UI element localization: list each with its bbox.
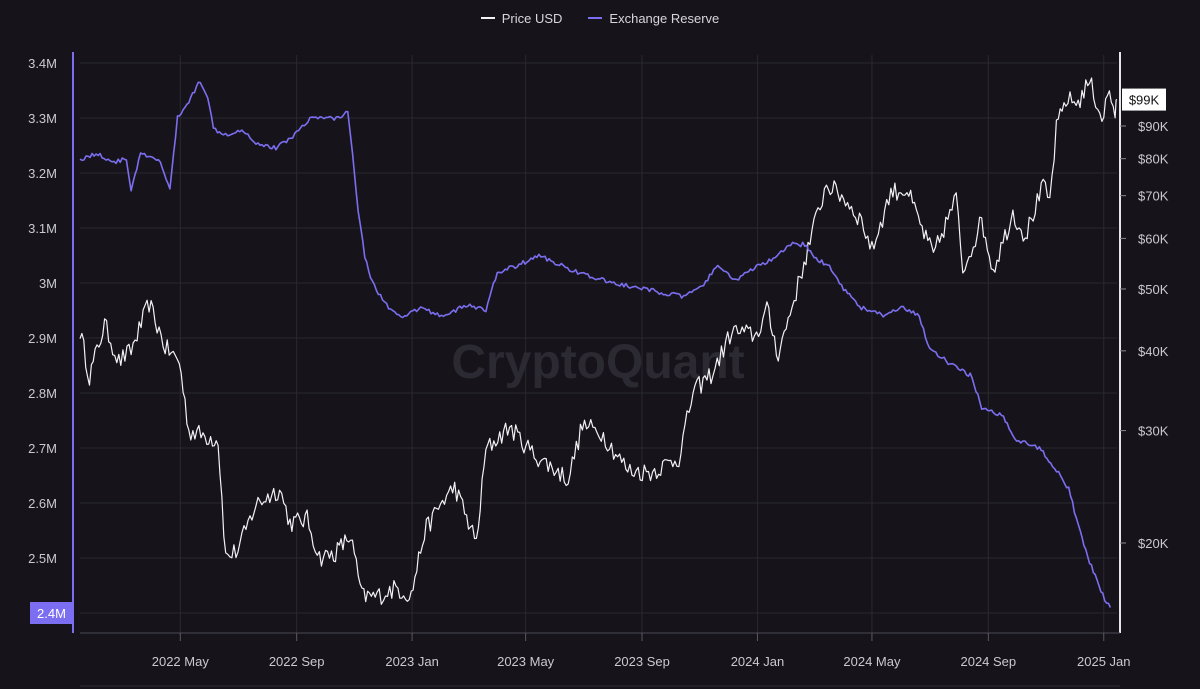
x-tick-label: 2025 Jan — [1077, 654, 1131, 669]
right-tick-label: $60K — [1138, 231, 1169, 246]
x-tick-label: 2024 May — [843, 654, 901, 669]
left-axis-ticks: 3.4M 3.3M 3.2M 3.1M 3M 2.9M 2.8M 2.7M 2.6M 2.5M — [28, 56, 57, 566]
grid-lines — [80, 55, 1117, 635]
left-tick-label: 2.6M — [28, 496, 57, 511]
legend-swatch-price — [480, 17, 495, 19]
left-tick-label: 3.3M — [28, 111, 57, 126]
left-current-badge-bg — [30, 602, 73, 624]
left-tick-label: 2.5M — [28, 551, 57, 566]
series-reserve-line — [79, 81, 1112, 608]
x-tick-label: 2022 May — [152, 654, 210, 669]
legend: Price USD Exchange Reserve — [0, 8, 1200, 28]
left-tick-label: 2.8M — [28, 386, 57, 401]
right-current-badge-label: $99K — [1129, 93, 1160, 108]
legend-item-reserve[interactable]: Exchange Reserve — [588, 11, 719, 26]
left-tick-label: 3.2M — [28, 166, 57, 181]
watermark-text: CryptoQuant — [451, 336, 744, 389]
series-price-line — [79, 77, 1118, 605]
right-tick-label: $30K — [1138, 424, 1169, 439]
right-tick-label: $80K — [1138, 152, 1169, 167]
x-tick-label: 2024 Jan — [731, 654, 785, 669]
left-tick-label: 2.7M — [28, 441, 57, 456]
x-axis-ticks: 2022 May 2022 Sep 2023 Jan 2023 May 2023 Sep… — [152, 633, 1131, 669]
right-tick-label: $40K — [1138, 344, 1169, 359]
left-tick-label: 3.4M — [28, 56, 57, 71]
left-current-badge-label: 2.4M — [37, 606, 66, 621]
legend-label-reserve: Exchange Reserve — [609, 10, 720, 26]
left-tick-label: 3M — [39, 276, 57, 291]
x-tick-label: 2023 May — [497, 654, 555, 669]
legend-label-price: Price USD — [501, 10, 563, 26]
current-value-badges: 2.4M $99K — [30, 88, 1166, 624]
right-tick-label: $90K — [1138, 119, 1169, 134]
x-tick-label: 2024 Sep — [960, 654, 1016, 669]
right-tick-label: $20K — [1138, 536, 1169, 551]
right-current-badge-bg — [1122, 88, 1166, 111]
x-tick-label: 2022 Sep — [269, 654, 325, 669]
axes — [72, 52, 1121, 687]
right-axis-ticks: $90K $80K $70K $60K $50K $40K $30K $20K — [1120, 119, 1169, 551]
x-tick-label: 2023 Sep — [614, 654, 670, 669]
x-tick-label: 2023 Jan — [385, 654, 439, 669]
left-tick-label: 3.1M — [28, 221, 57, 236]
right-tick-label: $70K — [1138, 189, 1169, 204]
right-tick-label: $50K — [1138, 282, 1169, 297]
legend-swatch-reserve — [588, 17, 603, 19]
legend-item-price[interactable]: Price USD — [480, 10, 563, 26]
left-tick-label: 2.9M — [28, 331, 57, 346]
